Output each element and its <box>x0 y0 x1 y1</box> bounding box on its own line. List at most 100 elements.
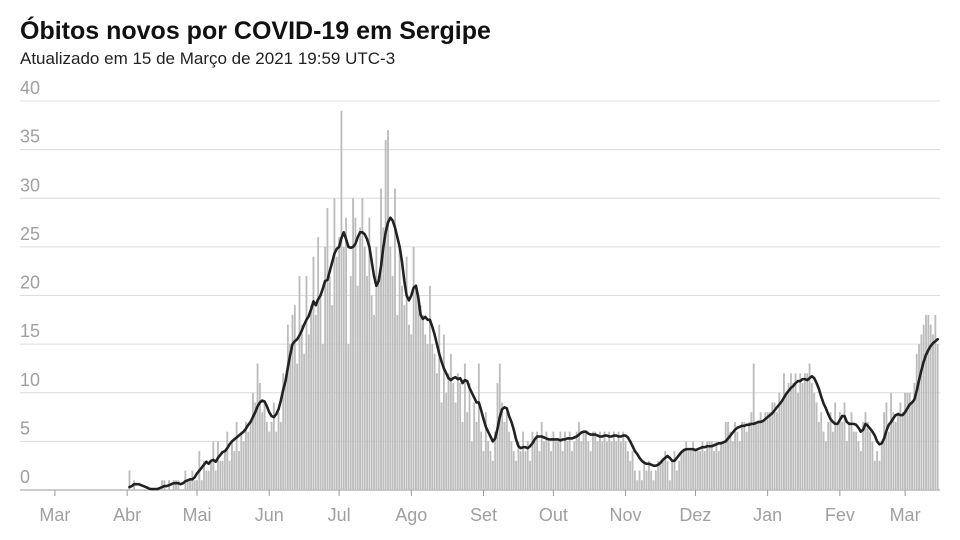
bar <box>293 305 296 490</box>
bar <box>585 431 587 490</box>
bar <box>899 402 902 490</box>
bar <box>468 383 471 490</box>
bar <box>573 441 576 490</box>
bar <box>815 402 818 490</box>
bar <box>904 392 906 490</box>
bar <box>764 412 767 490</box>
bar <box>878 460 881 490</box>
chart-title: Óbitos novos por COVID-19 em Sergipe <box>20 15 491 45</box>
bar <box>205 470 208 490</box>
bar <box>326 207 329 490</box>
bar <box>841 421 844 490</box>
bar <box>247 431 250 490</box>
bar <box>412 246 415 490</box>
bar <box>780 402 783 490</box>
bar <box>559 431 562 490</box>
bar <box>682 451 685 490</box>
bar <box>626 451 629 490</box>
bar <box>796 392 799 490</box>
bar <box>862 421 865 490</box>
bar <box>822 431 825 490</box>
bar <box>843 402 846 490</box>
bar <box>296 363 299 490</box>
bar <box>587 441 590 490</box>
bar <box>375 246 378 490</box>
bar <box>207 470 210 490</box>
bar <box>536 431 538 490</box>
bar <box>251 392 254 490</box>
bar <box>244 421 247 490</box>
bar <box>366 276 368 490</box>
bar <box>263 402 266 490</box>
bar <box>624 441 627 490</box>
bar <box>722 441 725 490</box>
bar <box>426 344 429 490</box>
bar <box>431 344 434 490</box>
bar <box>475 421 478 490</box>
bar <box>515 460 518 490</box>
bar <box>305 276 308 490</box>
bar <box>810 383 813 490</box>
bar <box>783 373 785 490</box>
bar <box>880 441 883 490</box>
bar <box>708 441 711 490</box>
bar <box>855 431 858 490</box>
bar <box>489 451 492 490</box>
bar <box>359 227 361 491</box>
bar <box>349 276 352 490</box>
bar <box>242 441 245 490</box>
bar <box>748 421 750 490</box>
bar <box>892 412 895 490</box>
bar <box>419 305 422 490</box>
bar <box>738 441 741 490</box>
bar <box>314 314 317 490</box>
bar <box>689 451 692 490</box>
bar <box>417 295 420 490</box>
bar <box>578 421 580 490</box>
bar <box>508 431 511 490</box>
bar <box>456 373 459 490</box>
bar <box>650 470 653 490</box>
y-tick-label: 0 <box>20 467 30 487</box>
bar <box>193 480 196 490</box>
bar <box>571 451 573 490</box>
bar <box>927 314 930 490</box>
y-tick-label: 10 <box>20 370 40 390</box>
bar <box>857 441 860 490</box>
bar <box>484 412 487 490</box>
bar <box>284 383 287 490</box>
bar <box>685 441 688 490</box>
x-tick-label: Nov <box>610 505 642 525</box>
bar <box>752 363 755 490</box>
y-tick-label: 15 <box>20 321 40 341</box>
moving-average-line <box>128 216 939 491</box>
bar <box>710 441 713 490</box>
bar <box>235 421 238 490</box>
bar <box>743 421 746 490</box>
bar <box>240 431 243 490</box>
bar <box>599 431 601 490</box>
bar <box>915 353 918 490</box>
bar <box>172 480 175 490</box>
bar <box>512 451 515 490</box>
bar <box>608 431 611 490</box>
bar <box>715 441 718 490</box>
bar <box>638 470 641 490</box>
bar <box>526 441 529 490</box>
bar <box>769 412 771 490</box>
bar <box>659 460 662 490</box>
bar <box>128 470 131 490</box>
bar <box>696 451 699 490</box>
bar <box>501 402 504 490</box>
bar <box>510 441 513 490</box>
bar <box>755 421 757 490</box>
bar <box>801 383 804 490</box>
bar <box>389 246 392 490</box>
bar <box>694 451 697 490</box>
bar <box>643 460 646 490</box>
bar <box>703 451 706 490</box>
bar <box>303 353 306 490</box>
x-tick-label: Ago <box>395 505 427 525</box>
